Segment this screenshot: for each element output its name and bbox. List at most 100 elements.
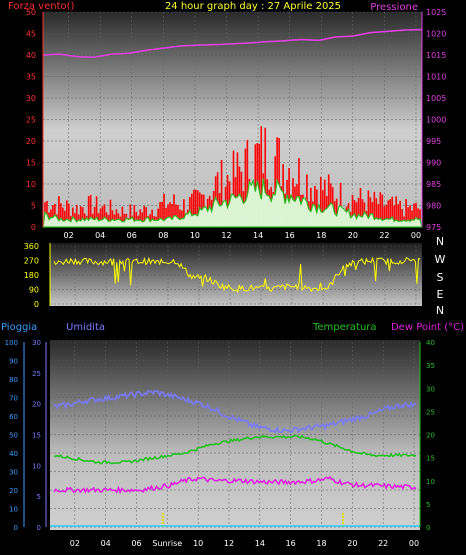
wind-axis-label: Forza vento() xyxy=(8,1,75,12)
compass-label: W xyxy=(435,253,446,266)
temperature-line xyxy=(53,434,417,465)
rain-tick-label: 80 xyxy=(9,376,18,384)
rain-tick-label: 100 xyxy=(5,339,18,347)
dewpoint-label: Dew Point (°C) xyxy=(391,322,464,333)
direction-tick-label: 90 xyxy=(29,286,39,295)
wind-pressure-panel: 0510152025303540455097598098599099510001… xyxy=(8,1,446,240)
pressure-tick-label: 980 xyxy=(426,202,441,211)
humidity-tick-label: 25 xyxy=(32,370,41,378)
direction-plot-area xyxy=(50,243,422,306)
pressure-tick-label: 1010 xyxy=(426,73,446,82)
rain-tick-label: 20 xyxy=(9,487,18,495)
wind-tick-label: 35 xyxy=(26,73,36,82)
wind-tick-label: 5 xyxy=(31,202,36,211)
wind-axes: 0510152025303540455097598098599099510001… xyxy=(26,8,447,240)
climate-series xyxy=(50,389,420,527)
time-tick-label: 22 xyxy=(378,539,388,548)
wind-tick-label: 0 xyxy=(31,223,36,232)
temperature-tick-label: 40 xyxy=(426,339,435,347)
time-tick-label: Sunrise xyxy=(152,539,182,548)
time-tick-label: 06 xyxy=(131,539,141,548)
temperature-tick-label: 0 xyxy=(426,524,430,532)
rain-label: Pioggia xyxy=(1,322,37,333)
time-tick-label: 12 xyxy=(224,539,234,548)
temperature-tick-label: 5 xyxy=(426,501,430,509)
time-tick-label: 16 xyxy=(286,539,296,548)
pressure-tick-label: 990 xyxy=(426,159,441,168)
wind-tick-label: 20 xyxy=(26,137,36,146)
time-tick-label: 08 xyxy=(158,231,168,240)
time-tick-label: 22 xyxy=(379,231,389,240)
direction-series xyxy=(53,256,421,293)
direction-line xyxy=(53,256,421,293)
wind-tick-label: 15 xyxy=(26,159,36,168)
temperature-label: Temperatura xyxy=(312,322,377,333)
rain-tick-label: 50 xyxy=(9,432,18,440)
pressure-series xyxy=(42,28,423,58)
wind-tick-label: 30 xyxy=(26,94,36,103)
time-tick-label: 04 xyxy=(101,539,111,548)
humidity-tick-label: 15 xyxy=(32,432,41,440)
temperature-tick-label: 25 xyxy=(426,408,435,416)
time-tick-label: 20 xyxy=(348,231,358,240)
time-tick-label: 04 xyxy=(95,231,105,240)
pressure-tick-label: 1005 xyxy=(426,94,446,103)
temperature-tick-label: 30 xyxy=(426,385,435,393)
pressure-tick-label: 1000 xyxy=(426,116,446,125)
rain-tick-label: 0 xyxy=(14,524,18,532)
time-tick-label: 10 xyxy=(193,539,203,548)
humidity-tick-label: 0 xyxy=(37,524,41,532)
wind-average-area xyxy=(42,178,423,228)
pressure-tick-label: 1020 xyxy=(426,30,446,39)
time-tick-label: 12 xyxy=(221,231,231,240)
climate-axes: 0102030405060708090100051015202530051015… xyxy=(5,339,435,548)
wind-tick-label: 45 xyxy=(26,30,36,39)
rain-tick-label: 90 xyxy=(9,358,18,366)
compass-label: E xyxy=(437,288,444,301)
time-tick-label: 00 xyxy=(411,231,421,240)
humidity-tick-label: 10 xyxy=(32,462,41,470)
direction-tick-label: 180 xyxy=(24,271,39,280)
pressure-axis-label: Pressione xyxy=(370,2,418,13)
time-tick-label: 20 xyxy=(347,539,357,548)
rain-tick-label: 60 xyxy=(9,413,18,421)
compass-label: S xyxy=(437,271,444,284)
direction-tick-label: 0 xyxy=(34,300,39,309)
direction-grid xyxy=(50,245,422,305)
time-tick-label: 18 xyxy=(316,231,326,240)
pressure-tick-label: 995 xyxy=(426,137,441,146)
climate-plot-area xyxy=(50,340,420,530)
time-tick-label: 14 xyxy=(253,231,263,240)
direction-tick-label: 270 xyxy=(24,257,39,266)
time-tick-label: 18 xyxy=(316,539,326,548)
time-tick-label: 10 xyxy=(190,231,200,240)
wind-series xyxy=(42,126,423,228)
wind-tick-label: 25 xyxy=(26,116,36,125)
wind-tick-label: 10 xyxy=(26,180,36,189)
rain-tick-label: 10 xyxy=(9,506,18,514)
time-tick-label: 06 xyxy=(127,231,137,240)
temperature-tick-label: 15 xyxy=(426,455,435,463)
time-tick-label: 00 xyxy=(409,539,419,548)
compass-label: N xyxy=(436,235,444,248)
time-tick-label: 02 xyxy=(70,539,80,548)
rain-humidity-temperature-panel: 0102030405060708090100051015202530051015… xyxy=(1,322,464,548)
time-tick-label: 14 xyxy=(255,539,265,548)
temperature-tick-label: 35 xyxy=(426,362,435,370)
pressure-tick-label: 1015 xyxy=(426,51,446,60)
rain-tick-label: 40 xyxy=(9,450,18,458)
direction-tick-label: 360 xyxy=(24,242,39,251)
pressure-line xyxy=(42,28,423,58)
humidity-tick-label: 30 xyxy=(32,339,41,347)
wind-tick-label: 50 xyxy=(26,8,36,17)
pressure-tick-label: 985 xyxy=(426,180,441,189)
dewpoint-line xyxy=(53,475,417,495)
pressure-tick-label: 1025 xyxy=(426,8,446,17)
temperature-tick-label: 20 xyxy=(426,432,435,440)
chart-title: 24 hour graph day : 27 Aprile 2025 xyxy=(165,1,341,12)
humidity-tick-label: 20 xyxy=(32,401,41,409)
rain-tick-label: 70 xyxy=(9,395,18,403)
